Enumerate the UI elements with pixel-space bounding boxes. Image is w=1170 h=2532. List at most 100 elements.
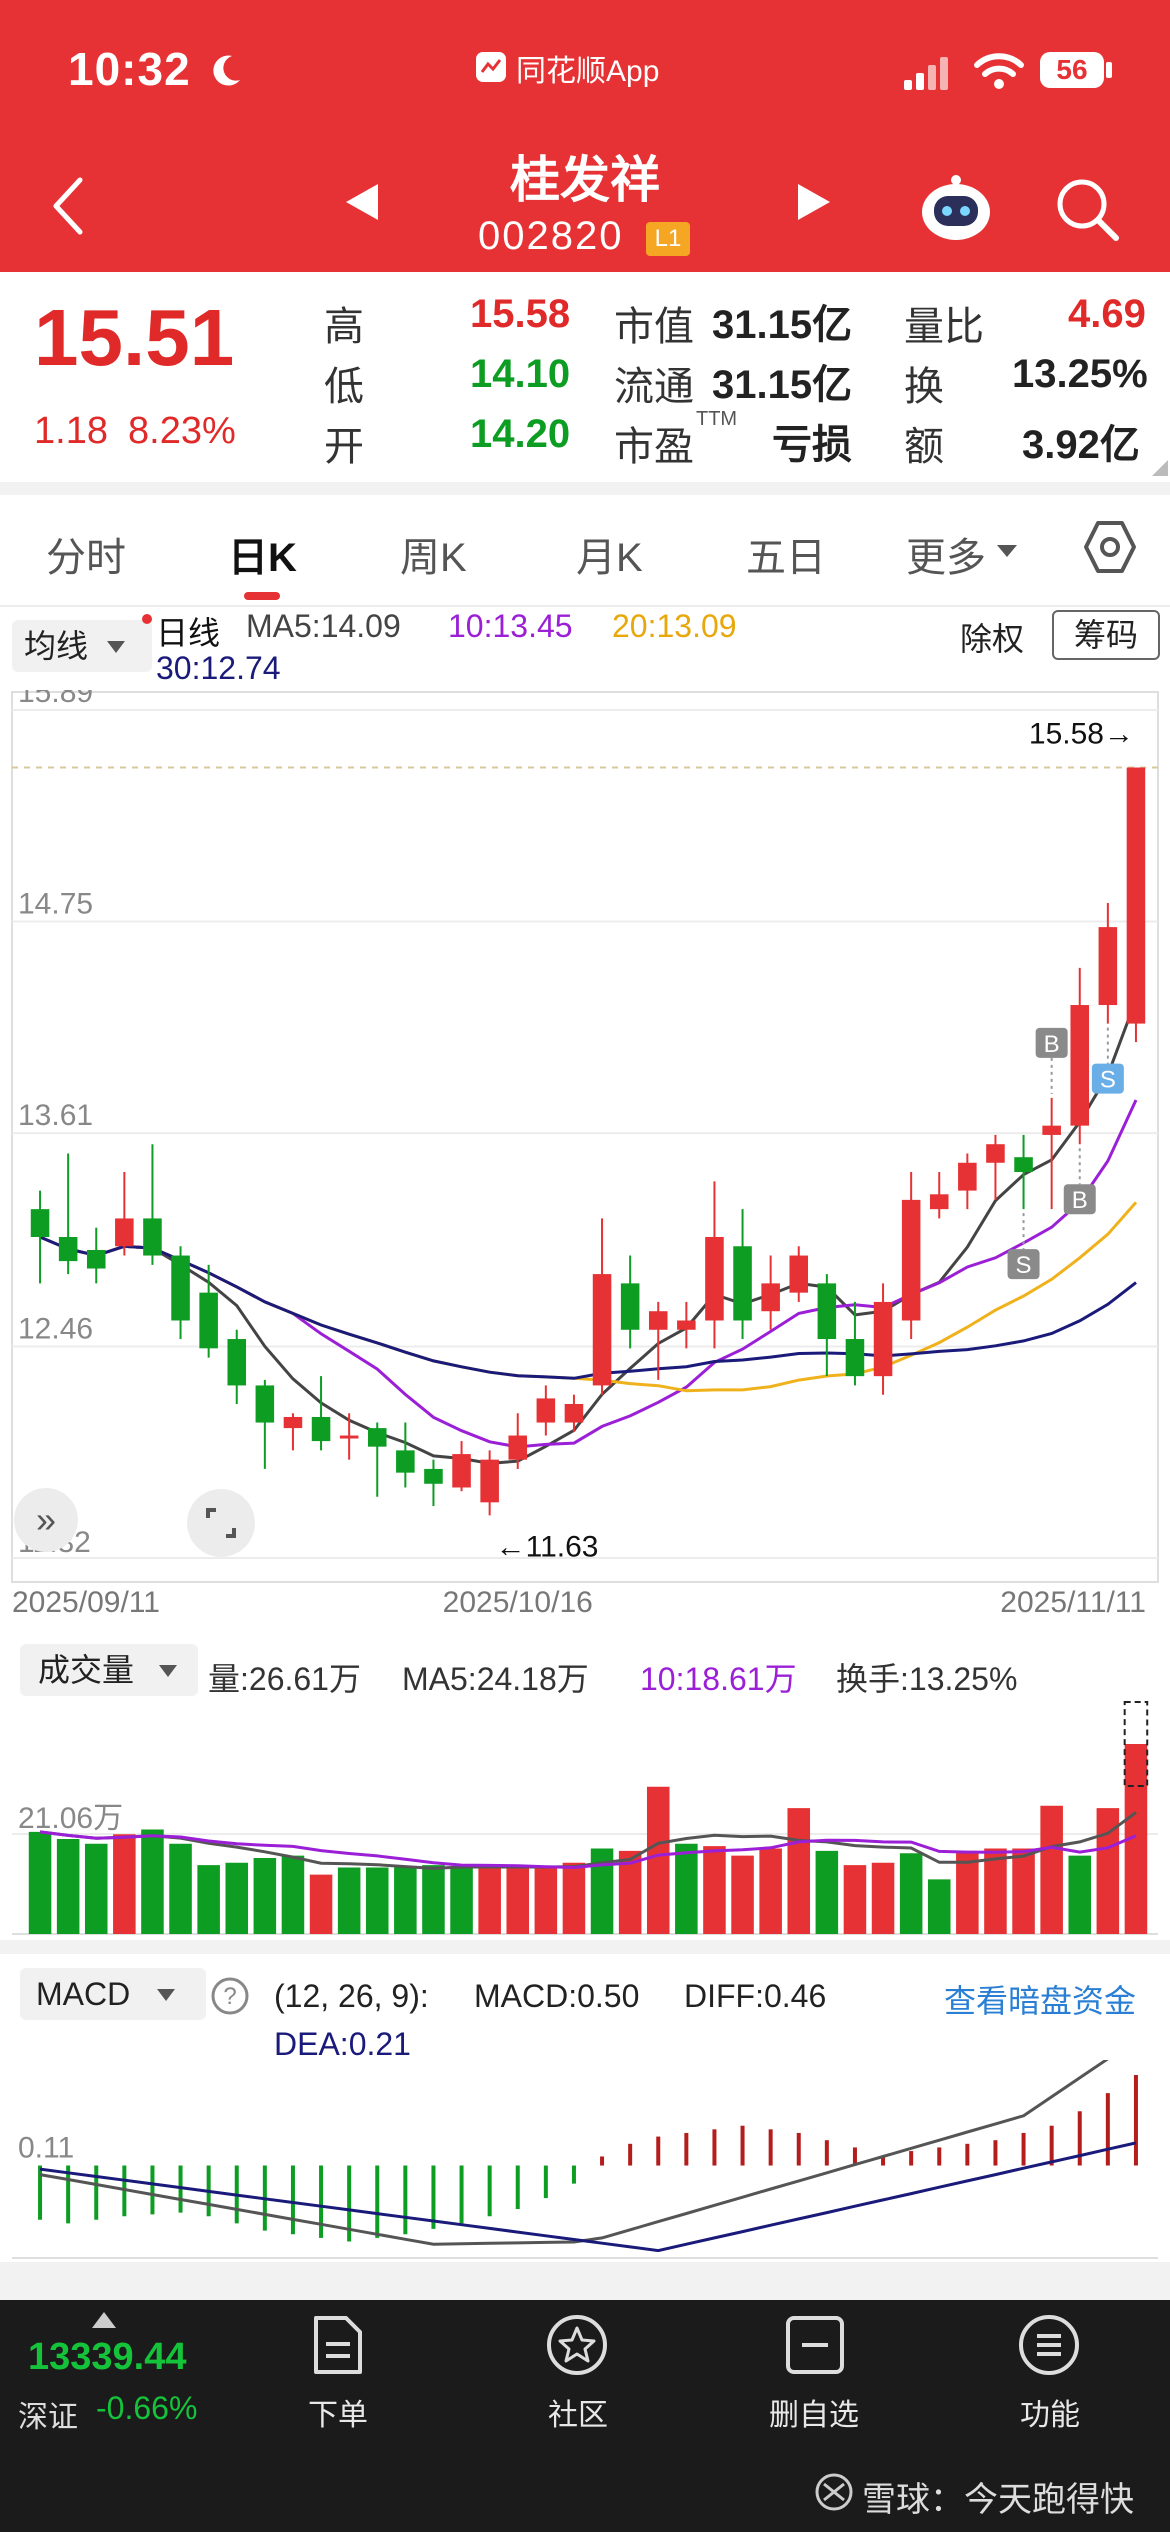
low-value: 14.10 <box>470 352 571 396</box>
more-dropdown-icon[interactable] <box>996 543 1018 559</box>
period-tabs: 分时 日K 周K 月K 五日 更多 <box>0 495 1170 607</box>
volume-bar <box>956 1850 979 1934</box>
volume-ma5: MA5:24.18万 <box>402 1661 589 1697</box>
candle-body <box>199 1292 218 1349</box>
ma30-line <box>39 1235 1137 1380</box>
high-value: 15.58 <box>470 292 571 336</box>
dark-pool-link[interactable]: 查看暗盘资金 <box>944 1983 1137 2019</box>
expand-corner-icon[interactable] <box>1150 458 1170 478</box>
volume-chart[interactable]: 21.06万 <box>0 1700 1170 1940</box>
volume-bar <box>675 1843 698 1934</box>
macd-value: MACD:0.50 <box>474 1978 640 2014</box>
community-icon[interactable] <box>544 2312 610 2378</box>
active-tab-indicator <box>244 592 280 600</box>
level-badge[interactable]: L1 <box>646 222 690 256</box>
candle-body <box>648 1311 668 1330</box>
tab-more[interactable]: 更多 <box>906 536 986 580</box>
chips-button[interactable]: 筹码 <box>1052 610 1160 660</box>
pe-ttm-sup: TTM <box>696 408 738 430</box>
candle-body <box>171 1255 190 1321</box>
back-icon[interactable] <box>48 176 88 236</box>
ex-rights-toggle[interactable]: 除权 <box>960 621 1025 657</box>
candle-body <box>817 1283 837 1340</box>
ma-selector[interactable]: 均线 <box>12 620 152 672</box>
buy-marker-bg <box>1035 1027 1068 1058</box>
volume-dropdown-icon[interactable] <box>158 1664 178 1678</box>
help-icon[interactable]: ? <box>210 1976 250 2016</box>
candle-body <box>1042 1125 1061 1135</box>
kline-date-label: 2025/11/11 <box>1000 1586 1146 1619</box>
nav-order-label[interactable]: 下单 <box>308 2399 368 2432</box>
macd-chart[interactable]: 0.11 <box>0 2060 1170 2260</box>
bottom-nav: 13339.44 深证 -0.66% 下单 社区 删自选 功能 雪球：今天跑得快 <box>0 2300 1170 2532</box>
sell-marker: S <box>1100 1067 1116 1094</box>
macd-selector[interactable]: MACD <box>20 1968 206 2020</box>
sell-marker: S <box>1016 1252 1032 1279</box>
macd-selector-label: MACD <box>36 1976 131 2012</box>
candle-body <box>58 1236 78 1262</box>
ma30-value: 30:12.74 <box>156 650 281 686</box>
diff-value: DIFF:0.46 <box>684 1978 827 2014</box>
candle-body <box>283 1416 303 1429</box>
volume-bar <box>1096 1808 1120 1934</box>
remove-watchlist-icon[interactable] <box>784 2314 846 2376</box>
candle-body <box>677 1320 696 1330</box>
nav-remove-watchlist-label[interactable]: 删自选 <box>769 2399 859 2432</box>
candle-body <box>929 1194 949 1210</box>
candle-body <box>115 1218 134 1247</box>
settings-icon[interactable] <box>1082 519 1138 575</box>
search-icon[interactable] <box>1052 174 1122 244</box>
volume-bar <box>618 1850 642 1934</box>
amount-value: 3.92亿 <box>1022 423 1140 467</box>
expand-left-icon[interactable]: » <box>14 1488 78 1552</box>
kline-chart[interactable]: 15.8914.7513.6112.4611.3215.58→←11.63BSB… <box>0 690 1170 1620</box>
ma5-value: MA5:14.09 <box>246 608 401 644</box>
prev-stock-icon[interactable] <box>344 182 380 222</box>
ma10-value: 10:13.45 <box>448 608 573 644</box>
next-stock-icon[interactable] <box>796 182 832 222</box>
macd-dropdown-icon[interactable] <box>156 1988 176 2002</box>
volume-bar <box>141 1829 164 1934</box>
xueqiu-logo-icon <box>815 2473 853 2511</box>
turnover-value: 13.25% <box>1012 352 1148 396</box>
volume-bar <box>1124 1744 1148 1934</box>
diff-line <box>39 2060 1109 2246</box>
volume-bar <box>253 1858 277 1934</box>
tab-intraday[interactable]: 分时 <box>46 536 126 580</box>
nav-functions-label[interactable]: 功能 <box>1020 2399 1080 2432</box>
kline-y-tick: 12.46 <box>18 1312 93 1345</box>
tab-weekly-k[interactable]: 周K <box>400 536 467 580</box>
volume-bar <box>450 1867 473 1934</box>
battery-indicator: 56 <box>1040 52 1104 88</box>
candle-body <box>452 1454 471 1488</box>
candle-body <box>86 1249 106 1269</box>
volume-bar <box>478 1867 501 1934</box>
nav-community-label[interactable]: 社区 <box>548 2399 608 2432</box>
volume-bar <box>28 1831 52 1934</box>
volume-bar <box>225 1862 249 1934</box>
svg-text:?: ? <box>223 1983 236 2010</box>
kline-chart-frame <box>11 691 1159 1583</box>
candle-body <box>1098 927 1118 1006</box>
candle-body <box>958 1162 977 1191</box>
candle-body <box>873 1301 893 1377</box>
candle-body <box>143 1218 162 1256</box>
order-icon[interactable] <box>310 2314 366 2376</box>
index-value[interactable]: 13339.44 <box>28 2336 187 2378</box>
candle-body <box>620 1283 640 1330</box>
buy-marker: B <box>1072 1187 1088 1214</box>
functions-icon[interactable] <box>1016 2312 1082 2378</box>
volume-bar <box>843 1865 867 1934</box>
current-price: 15.51 <box>34 293 235 382</box>
volume-bar <box>169 1843 192 1934</box>
tab-monthly-k[interactable]: 月K <box>576 536 643 580</box>
robot-assistant-icon[interactable] <box>916 168 996 248</box>
tab-five-day[interactable]: 五日 <box>746 536 826 580</box>
volume-turnover: 换手:13.25% <box>836 1661 1018 1697</box>
volume-bar <box>984 1848 1007 1934</box>
ma-selector-dropdown-icon[interactable] <box>106 640 126 654</box>
volume-bar <box>1068 1855 1092 1934</box>
volume-bar <box>562 1862 586 1934</box>
fullscreen-icon[interactable] <box>186 1488 256 1558</box>
tab-daily-k[interactable]: 日K <box>228 536 297 580</box>
